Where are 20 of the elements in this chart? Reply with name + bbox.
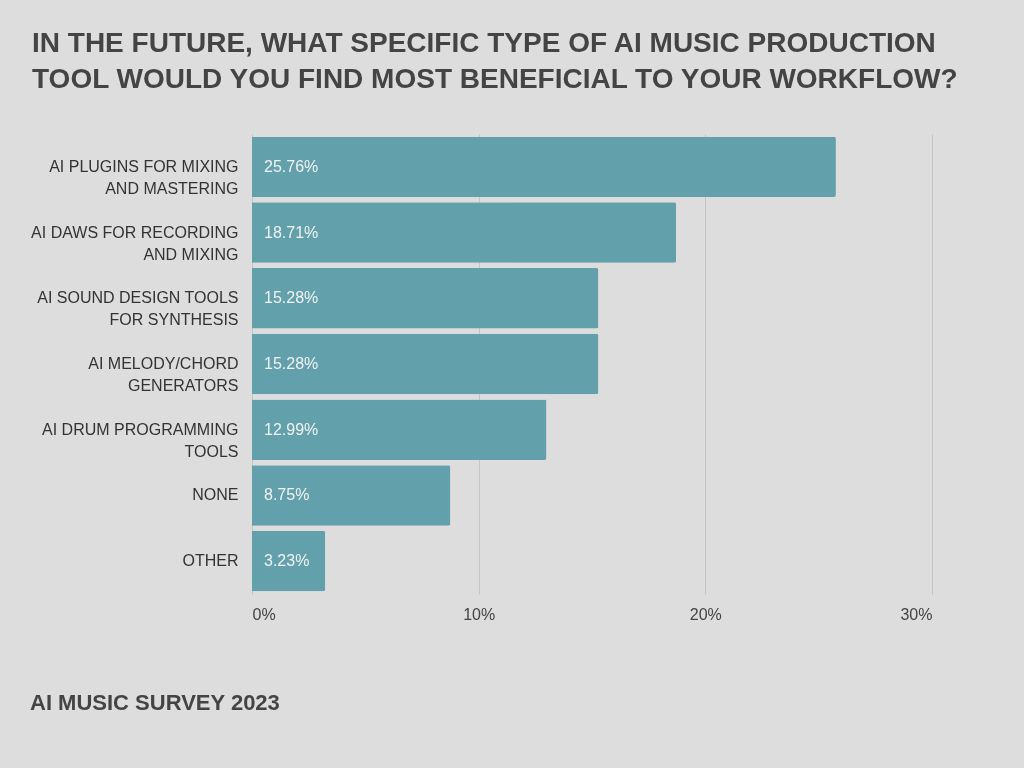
x-tick-label: 20%: [689, 605, 722, 623]
y-tick-label: AI PLUGINS FOR MIXING AND MASTERING: [49, 157, 239, 197]
x-tick-label: 0%: [252, 605, 276, 623]
data-label: 3.23%: [264, 552, 310, 570]
x-tick-label: 10%: [463, 605, 496, 623]
text: AI MUSIC SURVEY 2023: [30, 690, 280, 716]
y-tick-label: AI SOUND DESIGN TOOLS FOR SYNTHESIS: [37, 289, 239, 329]
data-label: 25.76%: [264, 157, 319, 175]
data-label: 15.28%: [264, 355, 319, 372]
y-tick-label: OTHER: [182, 552, 239, 570]
data-label: 18.71%: [264, 223, 319, 241]
y-tick-label: AI DRUM PROGRAMMING TOOLS: [42, 420, 239, 460]
data-label: 12.99%: [264, 420, 319, 438]
y-tick-label: AI MELODY/CHORD GENERATORS: [88, 355, 239, 394]
y-tick-label: NONE: [192, 486, 239, 504]
data-label: 15.28%: [264, 289, 319, 307]
data-label: 8.75%: [264, 486, 310, 504]
chart-title: IN THE FUTURE, WHAT SPECIFIC TYPE OF AI MUSIC PRODUCTION TOOL WOULD YOU FIND MOST BENEFICIAL TO YOUR WORKFLOW?: [32, 27, 958, 94]
x-tick-label: 30%: [900, 605, 933, 623]
y-tick-label: AI DAWS FOR RECORDING AND MIXING: [31, 223, 239, 263]
